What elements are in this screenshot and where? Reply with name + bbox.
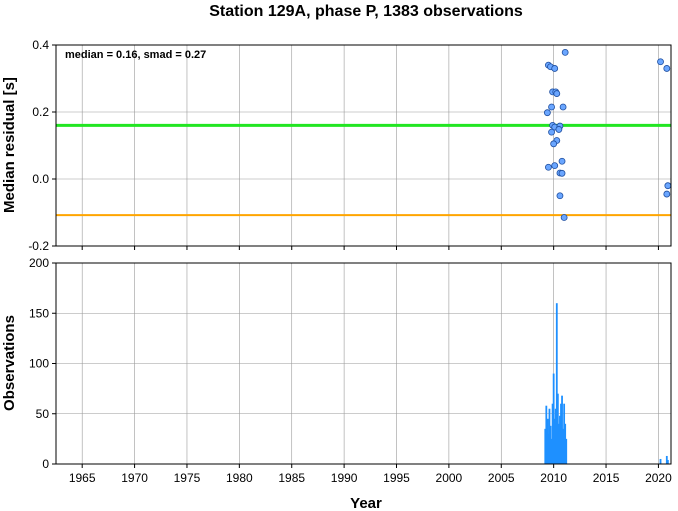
bottom-y-tick-label: 0 bbox=[42, 457, 49, 471]
residual-point bbox=[553, 90, 561, 97]
residual-point bbox=[559, 103, 567, 111]
x-tick-label: 1995 bbox=[383, 471, 410, 485]
x-tick-label: 2010 bbox=[540, 471, 567, 485]
observation-bar bbox=[565, 438, 568, 464]
bottom-y-tick-label: 150 bbox=[29, 306, 49, 320]
x-tick-label: 1985 bbox=[278, 471, 305, 485]
observation-bar bbox=[665, 455, 668, 464]
x-tick-label: 1990 bbox=[331, 471, 358, 485]
top-y-tick-label: -0.2 bbox=[28, 239, 49, 253]
x-tick-label: 1965 bbox=[69, 471, 96, 485]
bottom-y-tick-label: 200 bbox=[29, 256, 49, 270]
reference-lines bbox=[56, 123, 671, 217]
observation-bar bbox=[548, 408, 551, 464]
observation-bar bbox=[561, 395, 563, 464]
observation-bar bbox=[553, 418, 556, 464]
residual-points bbox=[543, 48, 672, 221]
observation-bar bbox=[545, 405, 548, 464]
observation-bar bbox=[555, 303, 558, 464]
residual-point bbox=[663, 190, 671, 198]
observation-bar bbox=[666, 459, 669, 464]
observation-bar bbox=[550, 438, 553, 464]
top-grid bbox=[52, 44, 671, 250]
top-y-tick-label: 0.4 bbox=[32, 38, 49, 52]
observation-bar bbox=[557, 423, 560, 464]
residual-point bbox=[548, 128, 555, 136]
observation-bar bbox=[559, 415, 561, 464]
observation-bar bbox=[562, 428, 564, 464]
x-tick-label: 1975 bbox=[174, 471, 201, 485]
observation-bar bbox=[551, 403, 554, 464]
bottom-y-tick-labels: 0 50 100 150 200 bbox=[29, 256, 49, 471]
x-tick-label: 1980 bbox=[226, 471, 253, 485]
x-tick-label: 2020 bbox=[645, 471, 672, 485]
observation-bar bbox=[560, 403, 562, 464]
residual-point bbox=[551, 162, 559, 170]
top-plot-frame bbox=[55, 44, 672, 247]
chart-title: Station 129A, phase P, 1383 observations bbox=[209, 3, 523, 20]
residual-point bbox=[556, 192, 564, 200]
observation-bar bbox=[563, 403, 566, 464]
residual-point bbox=[555, 126, 563, 133]
observation-bar bbox=[549, 425, 552, 464]
top-y-tick-label: 0.0 bbox=[32, 172, 49, 186]
observation-bars bbox=[544, 303, 669, 464]
observation-bar bbox=[659, 458, 662, 464]
x-tick-label: 2015 bbox=[593, 471, 620, 485]
residual-point bbox=[545, 163, 552, 171]
observation-bar bbox=[556, 393, 559, 464]
top-y-tick-labels: -0.2 0.0 0.2 0.4 bbox=[28, 38, 49, 253]
residual-point bbox=[551, 65, 559, 72]
x-tick-labels: 1965 1970 1975 1980 1985 1990 1995 2000 2005 2010… bbox=[69, 471, 672, 485]
x-axis-label: Year bbox=[350, 495, 382, 511]
observation-bar bbox=[544, 428, 547, 464]
x-tick-label: 2005 bbox=[488, 471, 515, 485]
residual-point bbox=[558, 169, 566, 177]
observation-bar bbox=[554, 408, 557, 464]
observation-bar bbox=[547, 433, 550, 464]
x-tick-label: 2000 bbox=[436, 471, 463, 485]
residual-point bbox=[664, 182, 672, 190]
residual-point bbox=[663, 65, 671, 72]
top-y-axis-label: Median residual [s] bbox=[1, 77, 18, 213]
bottom-y-tick-label: 50 bbox=[36, 407, 50, 421]
observation-bar bbox=[552, 373, 555, 464]
bottom-y-axis-label: Observations bbox=[1, 315, 18, 411]
residual-point bbox=[550, 140, 558, 148]
stats-annotation: median = 0.16, smad = 0.27 bbox=[65, 49, 206, 61]
residual-point bbox=[560, 214, 568, 221]
observation-bar bbox=[545, 443, 548, 464]
bottom-grid bbox=[52, 262, 671, 468]
residual-point bbox=[558, 157, 566, 165]
residual-point bbox=[548, 103, 555, 111]
bottom-plot-frame bbox=[55, 262, 672, 465]
residual-point bbox=[657, 58, 664, 66]
bottom-y-tick-label: 100 bbox=[29, 357, 49, 371]
top-y-tick-label: 0.2 bbox=[32, 105, 49, 119]
residual-point bbox=[543, 109, 551, 117]
observation-bar bbox=[564, 423, 567, 464]
x-tick-label: 1970 bbox=[121, 471, 148, 485]
residual-point bbox=[561, 48, 569, 56]
